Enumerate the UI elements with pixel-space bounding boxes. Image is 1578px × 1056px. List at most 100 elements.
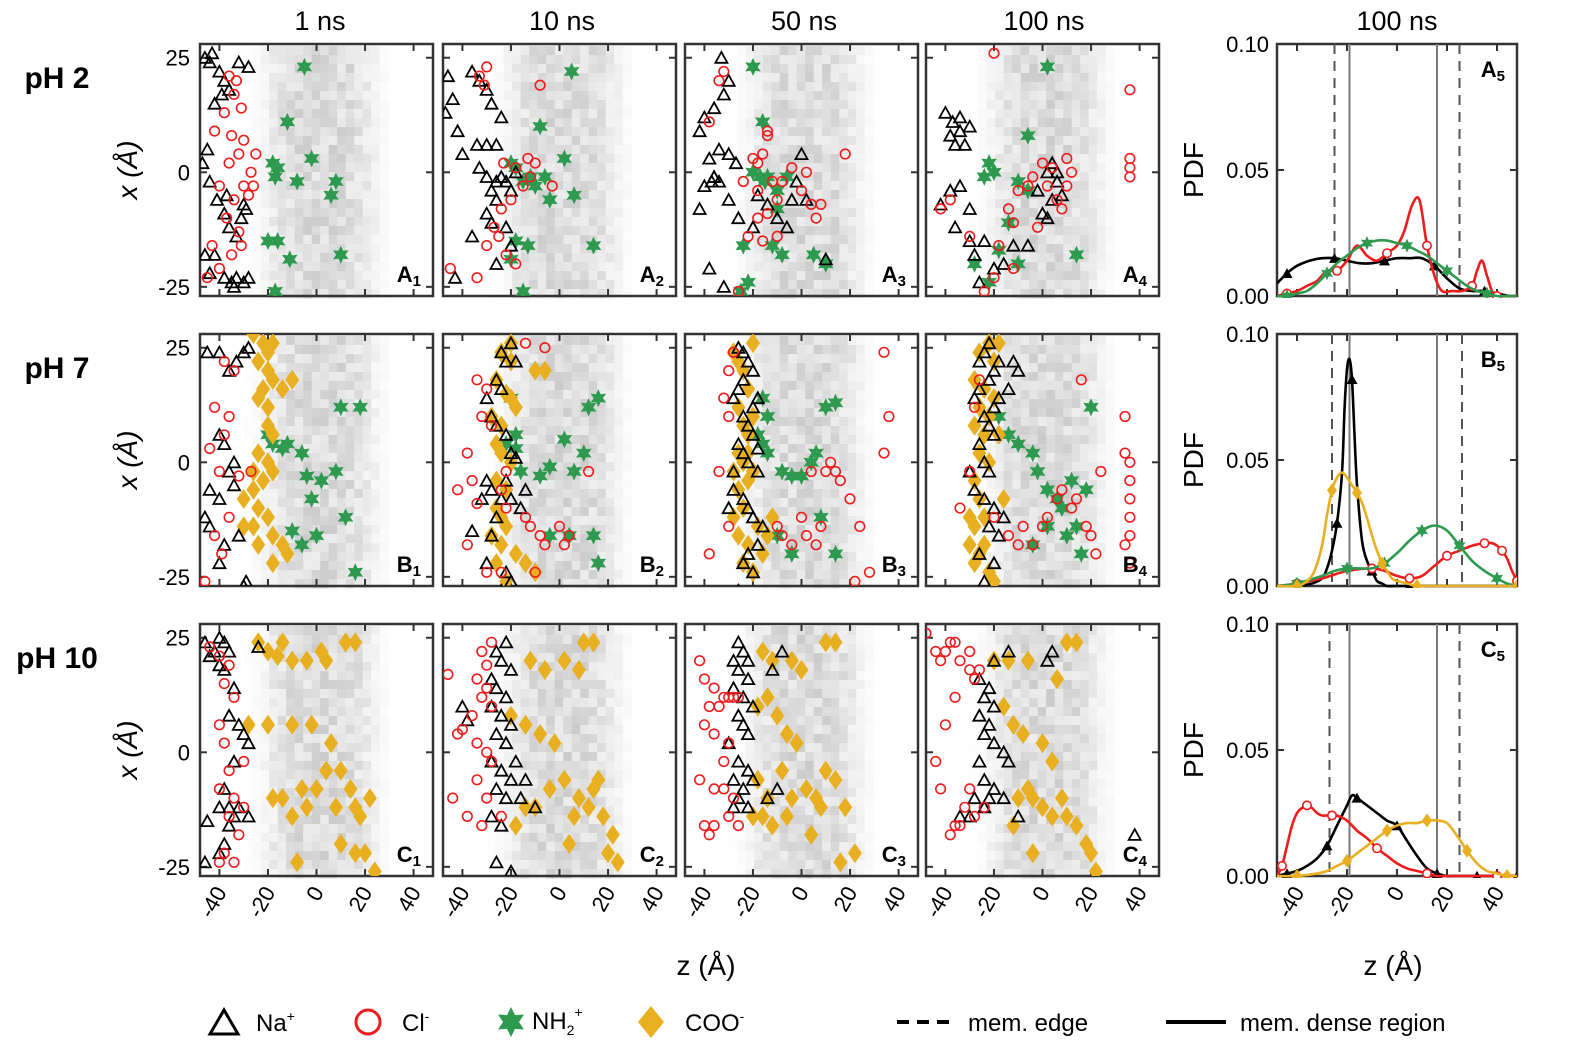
density-cell bbox=[571, 226, 581, 236]
density-cell bbox=[805, 82, 815, 92]
density-cell bbox=[847, 217, 857, 227]
density-cell bbox=[754, 280, 764, 290]
density-cell bbox=[995, 82, 1005, 92]
density-cell bbox=[839, 345, 849, 355]
density-cell bbox=[512, 626, 522, 636]
density-cell bbox=[605, 190, 615, 200]
density-cell bbox=[311, 635, 321, 645]
density-cell bbox=[294, 498, 304, 508]
density-cell bbox=[554, 480, 564, 490]
density-cell bbox=[1097, 244, 1107, 254]
density-cell bbox=[805, 516, 815, 526]
density-cell bbox=[1003, 253, 1013, 263]
density-cell bbox=[745, 363, 755, 373]
density-cell bbox=[745, 46, 755, 56]
density-cell bbox=[337, 534, 347, 544]
density-cell bbox=[822, 543, 832, 553]
density-cell bbox=[1003, 381, 1013, 391]
density-cell bbox=[864, 82, 874, 92]
density-cell bbox=[1105, 136, 1115, 146]
density-cell bbox=[337, 644, 347, 654]
density-cell bbox=[771, 552, 781, 562]
density-cell bbox=[605, 752, 615, 762]
density-cell bbox=[788, 498, 798, 508]
density-cell bbox=[303, 635, 313, 645]
density-cell bbox=[779, 244, 789, 254]
density-cell bbox=[1063, 190, 1073, 200]
density-cell bbox=[805, 507, 815, 517]
density-cell bbox=[1105, 453, 1115, 463]
density-cell bbox=[1063, 363, 1073, 373]
density-cell bbox=[779, 716, 789, 726]
density-cell bbox=[379, 507, 389, 517]
density-cell bbox=[345, 91, 355, 101]
density-cell bbox=[1020, 154, 1030, 164]
density-cell bbox=[286, 399, 296, 409]
density-cell bbox=[614, 698, 624, 708]
density-cell bbox=[813, 417, 823, 427]
density-cell bbox=[571, 199, 581, 209]
density-cell bbox=[745, 770, 755, 780]
density-cell bbox=[847, 91, 857, 101]
density-cell bbox=[1020, 462, 1030, 472]
density-cell bbox=[277, 462, 287, 472]
density-cell bbox=[580, 390, 590, 400]
density-cell bbox=[830, 91, 840, 101]
density-cell bbox=[286, 644, 296, 654]
density-cell bbox=[788, 381, 798, 391]
density-cell bbox=[1063, 381, 1073, 391]
density-cell bbox=[571, 770, 581, 780]
density-cell bbox=[311, 860, 321, 870]
density-cell bbox=[354, 444, 364, 454]
density-cell bbox=[537, 806, 547, 816]
density-cell bbox=[320, 698, 330, 708]
density-cell bbox=[796, 82, 806, 92]
density-cell bbox=[1088, 372, 1098, 382]
density-cell bbox=[622, 145, 632, 155]
density-cell bbox=[520, 154, 530, 164]
density-cell bbox=[754, 73, 764, 83]
density-cell bbox=[1020, 561, 1030, 571]
density-cell bbox=[512, 226, 522, 236]
density-cell bbox=[830, 118, 840, 128]
density-cell bbox=[1003, 154, 1013, 164]
density-cell bbox=[294, 752, 304, 762]
density-cell bbox=[771, 644, 781, 654]
density-cell bbox=[277, 842, 287, 852]
density-cell bbox=[597, 698, 607, 708]
density-cell bbox=[286, 480, 296, 490]
density-cell bbox=[813, 534, 823, 544]
density-cell bbox=[345, 534, 355, 544]
density-cell bbox=[286, 462, 296, 472]
density-cell bbox=[969, 64, 979, 74]
density-cell bbox=[1046, 462, 1056, 472]
density-cell bbox=[745, 635, 755, 645]
density-cell bbox=[260, 824, 270, 834]
density-cell bbox=[978, 244, 988, 254]
density-cell bbox=[243, 770, 253, 780]
density-cell bbox=[754, 199, 764, 209]
density-cell bbox=[345, 489, 355, 499]
density-cell bbox=[345, 226, 355, 236]
density-cell bbox=[345, 390, 355, 400]
density-cell bbox=[847, 471, 857, 481]
density-cell bbox=[260, 653, 270, 663]
density-cell bbox=[311, 716, 321, 726]
density-cell bbox=[294, 671, 304, 681]
density-cell bbox=[512, 127, 522, 137]
density-cell bbox=[537, 73, 547, 83]
density-cell bbox=[830, 444, 840, 454]
density-cell bbox=[554, 507, 564, 517]
density-cell bbox=[779, 73, 789, 83]
density-cell bbox=[745, 235, 755, 245]
density-cell bbox=[847, 55, 857, 65]
density-cell bbox=[529, 55, 539, 65]
density-cell bbox=[1071, 163, 1081, 173]
density-cell bbox=[486, 271, 496, 281]
density-cell bbox=[864, 181, 874, 191]
density-cell bbox=[379, 181, 389, 191]
density-cell bbox=[779, 345, 789, 355]
density-cell bbox=[537, 280, 547, 290]
density-cell bbox=[580, 698, 590, 708]
density-cell bbox=[1071, 372, 1081, 382]
